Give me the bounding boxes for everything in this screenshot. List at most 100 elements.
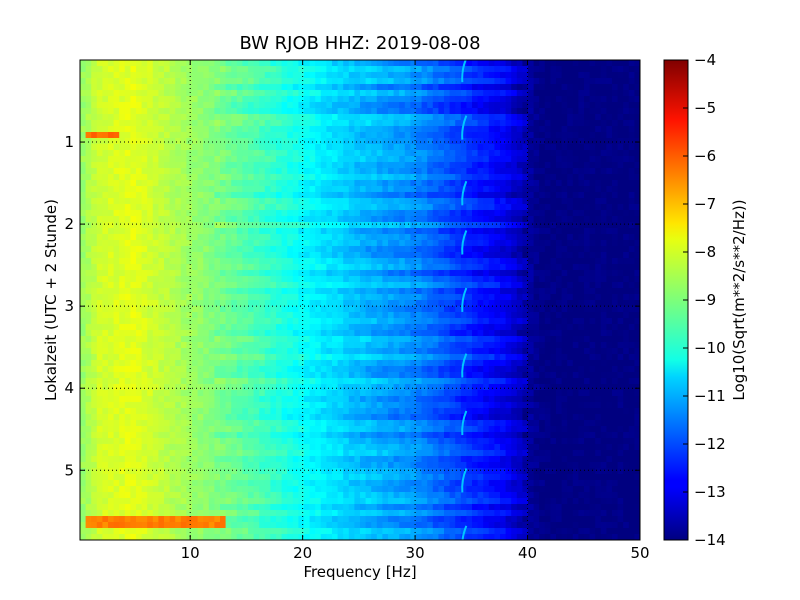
heatmap-cell [130, 330, 137, 337]
heatmap-cell [85, 150, 92, 157]
heatmap-cell [511, 300, 518, 307]
heatmap-cell [270, 84, 277, 91]
heatmap-cell [584, 168, 590, 175]
heatmap-cell [152, 354, 159, 361]
heatmap-cell [309, 330, 316, 337]
heatmap-cell [91, 246, 98, 253]
heatmap-cell [404, 138, 411, 145]
heatmap-cell [208, 240, 215, 247]
heatmap-cell [80, 210, 86, 217]
heatmap-cell [164, 228, 170, 235]
heatmap-cell [197, 126, 204, 133]
heatmap-cell [500, 192, 506, 199]
heatmap-cell [376, 216, 383, 223]
heatmap-cell [208, 270, 215, 277]
heatmap-cell [164, 246, 170, 253]
heatmap-cell [572, 276, 579, 283]
heatmap-cell [449, 156, 456, 163]
heatmap-cell [449, 246, 456, 253]
heatmap-cell [404, 342, 411, 349]
heatmap-cell [287, 66, 294, 73]
heatmap-cell [533, 282, 540, 289]
heatmap-cell [500, 72, 506, 79]
heatmap-cell [270, 252, 277, 259]
heatmap-cell [96, 336, 103, 343]
heatmap-cell [600, 252, 607, 259]
heatmap-cell [421, 348, 428, 355]
heatmap-cell [102, 210, 109, 217]
heatmap-cell [203, 120, 210, 127]
heatmap-cell [332, 246, 338, 253]
heatmap-cell [192, 354, 198, 361]
heatmap-cell [236, 174, 243, 181]
heatmap-cell [259, 192, 266, 199]
heatmap-cell [572, 90, 579, 97]
heatmap-cell [572, 108, 579, 115]
heatmap-cell [192, 204, 198, 211]
heatmap-cell [259, 66, 266, 73]
heatmap-cell [287, 288, 294, 295]
heatmap-cell [578, 132, 585, 139]
heatmap-cell [315, 348, 322, 355]
heatmap-cell [427, 138, 434, 145]
heatmap-cell [388, 300, 394, 307]
heatmap-cell [186, 108, 193, 115]
heatmap-cell [96, 150, 103, 157]
heatmap-cell [572, 210, 579, 217]
heatmap-cell [203, 258, 210, 265]
heatmap-cell [304, 210, 310, 217]
heatmap-cell [500, 222, 506, 229]
heatmap-cell [561, 288, 568, 295]
heatmap-cell [427, 186, 434, 193]
heatmap-cell [404, 270, 411, 277]
heatmap-cell [628, 294, 635, 301]
heatmap-cell [360, 114, 366, 121]
heatmap-cell [225, 66, 232, 73]
heatmap-cell [612, 180, 618, 187]
heatmap-cell [388, 138, 394, 145]
heatmap-cell [550, 150, 557, 157]
heatmap-cell [276, 174, 282, 181]
heatmap-cell [102, 300, 109, 307]
heatmap-cell [113, 330, 120, 337]
heatmap-cell [488, 210, 495, 217]
heatmap-cell [494, 276, 501, 283]
heatmap-cell [416, 162, 422, 169]
heatmap-cell [500, 330, 506, 337]
heatmap-cell [164, 60, 170, 67]
heatmap-cell [130, 216, 137, 223]
heatmap-cell [147, 246, 154, 253]
heatmap-cell [371, 96, 378, 103]
heatmap-cell [360, 60, 366, 67]
heatmap-cell [466, 234, 473, 241]
heatmap-cell [628, 342, 635, 349]
heatmap-cell [231, 252, 238, 259]
heatmap-cell [203, 228, 210, 235]
heatmap-cell [388, 204, 394, 211]
heatmap-cell [248, 90, 254, 97]
heatmap-cell [236, 120, 243, 127]
heatmap-cell [287, 174, 294, 181]
heatmap-cell [169, 252, 176, 259]
heatmap-cell [533, 108, 540, 115]
heatmap-cell [309, 150, 316, 157]
heatmap-cell [410, 252, 417, 259]
heatmap-cell [231, 246, 238, 253]
heatmap-cell [589, 246, 596, 253]
heatmap-cell [600, 84, 607, 91]
heatmap-cell [203, 192, 210, 199]
heatmap-cell [584, 246, 590, 253]
heatmap-cell [466, 156, 473, 163]
heatmap-cell [315, 324, 322, 331]
heatmap-cell [449, 240, 456, 247]
heatmap-cell [270, 96, 277, 103]
heatmap-cell [259, 174, 266, 181]
heatmap-cell [164, 354, 170, 361]
heatmap-cell [533, 138, 540, 145]
heatmap-cell [466, 228, 473, 235]
heatmap-cell [544, 126, 551, 133]
heatmap-cell [136, 108, 142, 115]
heatmap-cell [326, 258, 333, 265]
heatmap-cell [231, 264, 238, 271]
heatmap-cell [80, 204, 86, 211]
